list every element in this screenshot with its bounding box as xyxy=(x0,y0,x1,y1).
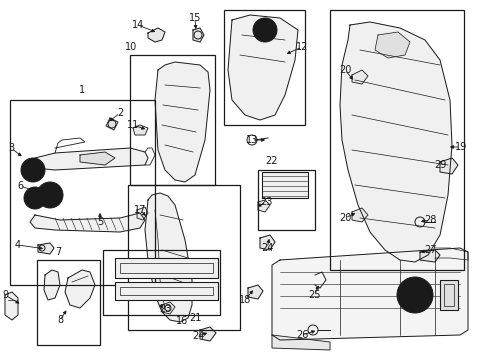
Polygon shape xyxy=(148,28,165,42)
Text: 5: 5 xyxy=(97,217,103,227)
Polygon shape xyxy=(272,335,330,350)
Circle shape xyxy=(397,277,433,313)
Bar xyxy=(10,100,155,285)
Text: 26: 26 xyxy=(296,330,308,340)
Text: 13: 13 xyxy=(246,135,258,145)
Text: 21: 21 xyxy=(189,313,201,323)
Text: 17: 17 xyxy=(134,205,146,215)
Bar xyxy=(115,282,218,300)
Circle shape xyxy=(21,158,45,182)
Bar xyxy=(103,250,220,315)
Text: 18: 18 xyxy=(239,295,251,305)
Text: 4: 4 xyxy=(15,240,21,250)
Polygon shape xyxy=(352,208,368,222)
Polygon shape xyxy=(30,213,145,232)
Text: 12: 12 xyxy=(296,42,308,52)
Polygon shape xyxy=(80,152,115,165)
Text: 22: 22 xyxy=(265,156,277,166)
Polygon shape xyxy=(260,235,275,250)
Bar xyxy=(258,170,315,230)
Text: 10: 10 xyxy=(125,42,137,52)
Polygon shape xyxy=(375,32,410,58)
Text: 19: 19 xyxy=(455,142,467,152)
Text: 7: 7 xyxy=(55,247,61,257)
Bar xyxy=(128,185,240,330)
Bar xyxy=(130,55,215,185)
Text: 6: 6 xyxy=(17,181,23,191)
Circle shape xyxy=(253,18,277,42)
Bar xyxy=(444,284,454,306)
Text: 3: 3 xyxy=(8,143,14,153)
Text: 24: 24 xyxy=(192,331,204,341)
Text: 28: 28 xyxy=(424,215,436,225)
Polygon shape xyxy=(162,302,175,314)
Polygon shape xyxy=(200,327,216,341)
Polygon shape xyxy=(248,285,263,299)
Text: 15: 15 xyxy=(189,13,201,23)
Text: 24: 24 xyxy=(261,243,273,253)
Bar xyxy=(224,10,305,125)
Circle shape xyxy=(37,182,63,208)
Bar xyxy=(120,287,213,295)
Text: 23: 23 xyxy=(159,304,171,314)
Bar xyxy=(330,10,464,270)
Polygon shape xyxy=(272,248,468,340)
Text: 1: 1 xyxy=(79,85,85,95)
Polygon shape xyxy=(258,200,270,212)
Text: 25: 25 xyxy=(308,290,320,300)
Bar xyxy=(262,172,308,198)
Text: 14: 14 xyxy=(132,20,144,30)
Text: 23: 23 xyxy=(260,197,272,207)
Text: 20: 20 xyxy=(339,65,351,75)
Bar xyxy=(440,280,458,310)
Polygon shape xyxy=(228,15,298,120)
Text: 20: 20 xyxy=(339,213,351,223)
Polygon shape xyxy=(340,22,452,262)
Text: 16: 16 xyxy=(176,316,188,326)
Polygon shape xyxy=(44,270,60,300)
Polygon shape xyxy=(133,125,148,135)
Text: 11: 11 xyxy=(127,120,139,130)
Text: 27: 27 xyxy=(424,245,436,255)
Polygon shape xyxy=(30,148,148,170)
Polygon shape xyxy=(106,118,118,130)
Polygon shape xyxy=(65,270,95,308)
Bar xyxy=(115,258,218,278)
Bar xyxy=(120,263,213,273)
Text: 8: 8 xyxy=(57,315,63,325)
Polygon shape xyxy=(155,62,210,182)
Bar xyxy=(37,260,100,345)
Polygon shape xyxy=(38,243,54,254)
Polygon shape xyxy=(352,70,368,84)
Text: 2: 2 xyxy=(117,108,123,118)
Polygon shape xyxy=(137,207,148,220)
Polygon shape xyxy=(5,292,18,320)
Text: 29: 29 xyxy=(434,160,446,170)
Polygon shape xyxy=(193,28,204,42)
Circle shape xyxy=(24,187,46,209)
Polygon shape xyxy=(145,193,192,322)
Polygon shape xyxy=(440,158,458,174)
Polygon shape xyxy=(420,250,440,262)
Text: 9: 9 xyxy=(2,290,8,300)
